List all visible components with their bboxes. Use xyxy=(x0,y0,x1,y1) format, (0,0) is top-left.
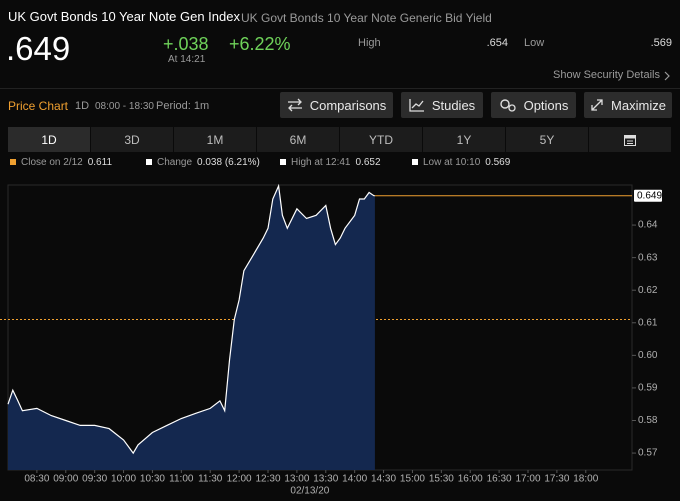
date-label: 02/13/20 xyxy=(290,486,329,497)
x-tick-label: 17:30 xyxy=(544,474,569,485)
y-tick-label: 0.64 xyxy=(638,220,658,231)
toolbar-hours: 08:00 - 18:30 xyxy=(95,101,154,112)
legend-value: 0.652 xyxy=(355,157,381,168)
range-tab[interactable]: 1D xyxy=(8,127,90,152)
subtitle: UK Govt Bonds 10 Year Note Generic Bid Y… xyxy=(241,11,492,25)
x-tick-label: 16:30 xyxy=(487,474,512,485)
toolbar-period: Period: 1m xyxy=(156,100,210,112)
y-tick-label: 0.58 xyxy=(638,415,658,426)
low-label: Low xyxy=(524,37,545,49)
y-tick-label: 0.62 xyxy=(638,285,658,296)
range-tab[interactable]: 5Y xyxy=(506,127,588,152)
title: UK Govt Bonds 10 Year Note Gen Index xyxy=(8,9,240,24)
y-tick-label: 0.63 xyxy=(638,252,658,263)
range-tab[interactable]: 1M xyxy=(174,127,256,152)
x-tick-label: 13:00 xyxy=(284,474,309,485)
change-pct: +6.22% xyxy=(229,34,291,54)
range-tab[interactable]: YTD xyxy=(340,127,422,152)
y-tick-label: 0.61 xyxy=(638,317,658,328)
maximize-button[interactable]: Maximize xyxy=(584,92,672,118)
x-tick-label: 11:30 xyxy=(198,474,223,485)
high-label: High xyxy=(358,37,381,49)
options-icon xyxy=(499,99,516,112)
area xyxy=(8,186,375,470)
y-tick-label: 0.57 xyxy=(638,448,658,459)
low: .569 xyxy=(650,37,672,49)
x-tick-label: 16:00 xyxy=(458,474,483,485)
x-tick-label: 17:00 xyxy=(515,474,540,485)
maximize-icon xyxy=(591,99,603,111)
range-tab[interactable]: 6M xyxy=(257,127,339,152)
last-value-label: 0.649 xyxy=(637,190,662,201)
legend-swatch xyxy=(280,159,286,165)
comparisons-icon xyxy=(287,98,302,112)
legend-swatch xyxy=(146,159,152,165)
legend-label: Low at 10:10 xyxy=(423,157,481,168)
x-tick-label: 10:00 xyxy=(111,474,136,485)
x-tick-label: 12:00 xyxy=(227,474,252,485)
x-tick-label: 15:00 xyxy=(400,474,425,485)
chevron-icon xyxy=(664,71,670,81)
last-value-box xyxy=(634,189,662,202)
legend-value: 0.038 (6.21%) xyxy=(197,157,260,168)
y-tick-label: 0.59 xyxy=(638,383,658,394)
studies-button[interactable]: Studies xyxy=(401,92,483,118)
x-tick-label: 14:30 xyxy=(371,474,396,485)
legend-label: Change xyxy=(157,157,193,168)
x-tick-label: 10:30 xyxy=(140,474,165,485)
toolbar-range: 1D xyxy=(75,100,90,112)
range-tab[interactable]: 3D xyxy=(91,127,173,152)
calendar-tab[interactable] xyxy=(589,127,671,152)
divider xyxy=(0,88,680,89)
line xyxy=(7,183,375,455)
legend-label: Close on 2/12 xyxy=(21,157,83,168)
toolbar-title: Price Chart xyxy=(8,99,69,113)
y-tick-label: 0.60 xyxy=(638,350,658,361)
x-tick-label: 15:30 xyxy=(429,474,454,485)
comparisons-button[interactable]: Comparisons xyxy=(280,92,393,118)
high: .654 xyxy=(486,37,508,49)
legend-label: High at 12:41 xyxy=(291,157,351,168)
x-tick-label: 09:30 xyxy=(82,474,107,485)
calendar-icon xyxy=(624,134,636,146)
show-details[interactable]: Show Security Details xyxy=(553,69,660,81)
button-label: Maximize xyxy=(611,97,666,113)
button-label: Options xyxy=(523,97,569,113)
x-tick-label: 08:30 xyxy=(24,474,49,485)
legend-value: 0.611 xyxy=(87,157,113,168)
x-tick-label: 18:00 xyxy=(573,474,598,485)
x-tick-label: 11:00 xyxy=(169,474,194,485)
legend-swatch xyxy=(412,159,418,165)
studies-icon xyxy=(409,99,424,112)
x-tick-label: 12:30 xyxy=(255,474,280,485)
button-label: Comparisons xyxy=(309,97,387,113)
change: +.038 xyxy=(163,34,209,54)
change-time: At 14:21 xyxy=(168,54,206,65)
x-tick-label: 13:30 xyxy=(313,474,338,485)
range-tab[interactable]: 1Y xyxy=(423,127,505,152)
price: .649 xyxy=(6,30,71,67)
x-tick-label: 09:00 xyxy=(53,474,78,485)
x-tick-label: 14:00 xyxy=(342,474,367,485)
button-label: Studies xyxy=(431,97,476,113)
legend-value: 0.569 xyxy=(485,157,511,168)
options-button[interactable]: Options xyxy=(491,92,576,118)
legend-swatch xyxy=(10,159,16,165)
